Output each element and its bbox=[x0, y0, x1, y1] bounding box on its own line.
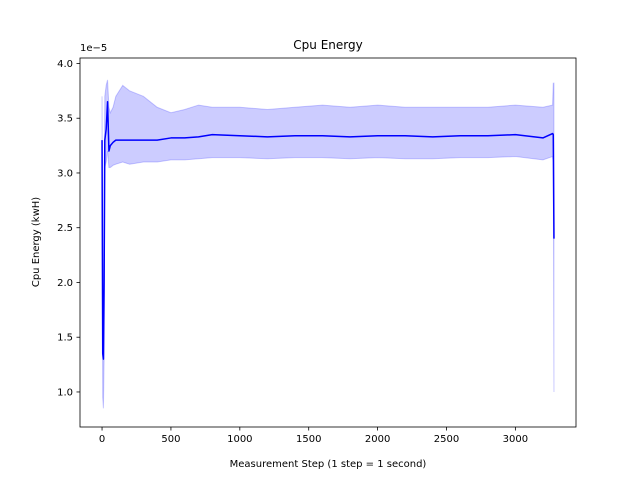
x-tick-label: 2000 bbox=[365, 434, 390, 445]
y-axis-title: Cpu Energy (kwH) bbox=[31, 197, 42, 287]
confidence-band bbox=[101, 79, 555, 409]
series-line bbox=[101, 101, 555, 360]
y-tick-label: 4.0 bbox=[57, 59, 73, 70]
y-tick-label: 3.5 bbox=[57, 114, 73, 125]
x-tick-label: 3000 bbox=[503, 434, 528, 445]
plot-frame bbox=[79, 57, 577, 428]
y-axis: 1.0 1.5 2.0 2.5 3.0 3.5 4.0 bbox=[57, 59, 80, 398]
y-tick-label: 3.0 bbox=[57, 168, 73, 179]
confidence-band-layer bbox=[101, 79, 555, 409]
plot-area bbox=[80, 58, 576, 427]
y-axis-offset-label: 1e−5 bbox=[80, 43, 107, 54]
x-tick-label: 500 bbox=[161, 434, 180, 445]
x-axis: 0 500 1000 1500 2000 2500 3000 bbox=[99, 427, 528, 445]
series-line-layer bbox=[101, 101, 555, 360]
x-tick-label: 1500 bbox=[296, 434, 321, 445]
y-tick-label: 2.0 bbox=[57, 278, 73, 289]
x-tick-label: 2500 bbox=[434, 434, 459, 445]
y-tick-label: 2.5 bbox=[57, 223, 73, 234]
x-tick-label: 1000 bbox=[227, 434, 252, 445]
y-tick-label: 1.5 bbox=[57, 333, 73, 344]
x-tick-label: 0 bbox=[99, 434, 105, 445]
y-tick-label: 1.0 bbox=[57, 387, 73, 398]
x-axis-title: Measurement Step (1 step = 1 second) bbox=[230, 459, 427, 470]
chart-title: Cpu Energy bbox=[293, 38, 362, 52]
